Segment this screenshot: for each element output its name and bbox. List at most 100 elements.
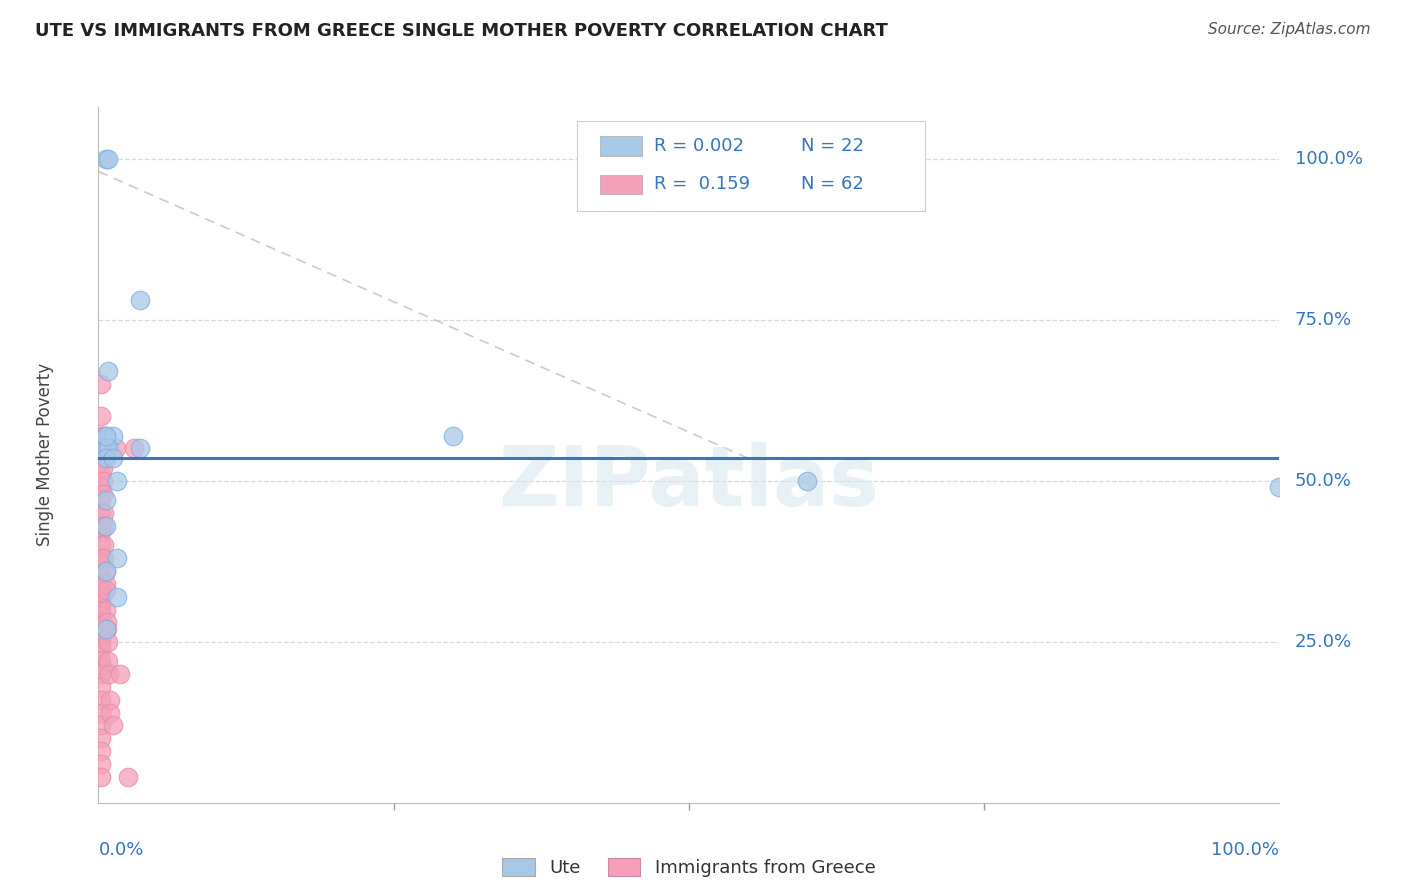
Point — [90, 641, 112, 656]
Point — [90, 609, 112, 624]
Point — [128, 442, 150, 456]
Point — [101, 718, 124, 732]
Point — [94, 576, 117, 591]
Point — [90, 551, 112, 566]
Point — [91, 460, 114, 475]
Point — [90, 692, 112, 706]
Point — [105, 442, 128, 456]
Point — [96, 615, 118, 630]
Point — [90, 602, 112, 616]
Point — [90, 558, 112, 572]
Point — [97, 654, 120, 668]
Point — [90, 525, 112, 540]
Point — [117, 770, 139, 784]
Point — [90, 634, 112, 648]
Text: 100.0%: 100.0% — [1295, 150, 1362, 168]
Text: 25.0%: 25.0% — [1295, 632, 1353, 651]
Point — [90, 480, 112, 494]
Text: R = 0.002: R = 0.002 — [654, 137, 744, 155]
Point — [90, 428, 112, 442]
Point — [90, 493, 112, 508]
Point — [90, 731, 112, 746]
Point — [91, 474, 114, 488]
Point — [90, 518, 112, 533]
Point — [94, 493, 117, 508]
Point — [97, 152, 120, 166]
Point — [90, 615, 112, 630]
Point — [108, 667, 131, 681]
Point — [90, 467, 112, 482]
Point — [90, 628, 112, 642]
Point — [91, 442, 114, 456]
Point — [91, 486, 114, 500]
Point — [90, 744, 112, 758]
Point — [93, 506, 115, 520]
Point — [90, 590, 112, 604]
Point — [101, 451, 124, 466]
Point — [98, 692, 121, 706]
Point — [90, 667, 112, 681]
Point — [94, 428, 117, 442]
FancyBboxPatch shape — [600, 136, 641, 156]
Point — [90, 377, 112, 392]
Point — [94, 428, 117, 442]
Legend: Ute, Immigrants from Greece: Ute, Immigrants from Greece — [495, 850, 883, 884]
Point — [97, 364, 120, 378]
Point — [96, 622, 118, 636]
Point — [93, 551, 115, 566]
Point — [94, 152, 117, 166]
Point — [90, 718, 112, 732]
Text: ZIPatlas: ZIPatlas — [499, 442, 879, 524]
Point — [90, 706, 112, 720]
Point — [90, 660, 112, 674]
Point — [94, 442, 117, 456]
Text: R =  0.159: R = 0.159 — [654, 175, 749, 194]
Point — [90, 454, 112, 468]
FancyBboxPatch shape — [600, 175, 641, 194]
Text: 0.0%: 0.0% — [98, 841, 143, 859]
Point — [90, 622, 112, 636]
Point — [105, 551, 128, 566]
Point — [94, 622, 117, 636]
Text: 100.0%: 100.0% — [1212, 841, 1279, 859]
Point — [94, 602, 117, 616]
Point — [796, 474, 818, 488]
Point — [90, 596, 112, 610]
FancyBboxPatch shape — [576, 121, 925, 211]
Point — [105, 590, 128, 604]
Point — [90, 506, 112, 520]
Text: Source: ZipAtlas.com: Source: ZipAtlas.com — [1208, 22, 1371, 37]
Point — [94, 564, 117, 578]
Point — [90, 442, 112, 456]
Point — [90, 770, 112, 784]
Point — [98, 667, 121, 681]
Point — [90, 538, 112, 552]
Point — [90, 583, 112, 598]
Point — [105, 474, 128, 488]
Text: 50.0%: 50.0% — [1295, 472, 1351, 490]
Point — [94, 451, 117, 466]
Point — [90, 409, 112, 424]
Point — [122, 442, 145, 456]
Point — [101, 428, 124, 442]
Point — [90, 757, 112, 772]
Point — [97, 634, 120, 648]
Point — [94, 583, 117, 598]
Point — [1268, 480, 1291, 494]
Point — [90, 654, 112, 668]
Point — [90, 570, 112, 584]
Point — [94, 564, 117, 578]
Point — [93, 518, 115, 533]
Point — [93, 538, 115, 552]
Text: Single Mother Poverty: Single Mother Poverty — [37, 363, 55, 547]
Text: 75.0%: 75.0% — [1295, 310, 1353, 328]
Text: N = 62: N = 62 — [801, 175, 865, 194]
Point — [90, 680, 112, 694]
Point — [90, 576, 112, 591]
Point — [97, 442, 120, 456]
Point — [441, 428, 464, 442]
Text: UTE VS IMMIGRANTS FROM GREECE SINGLE MOTHER POVERTY CORRELATION CHART: UTE VS IMMIGRANTS FROM GREECE SINGLE MOT… — [35, 22, 889, 40]
Point — [98, 706, 121, 720]
Text: N = 22: N = 22 — [801, 137, 865, 155]
Point — [91, 428, 114, 442]
